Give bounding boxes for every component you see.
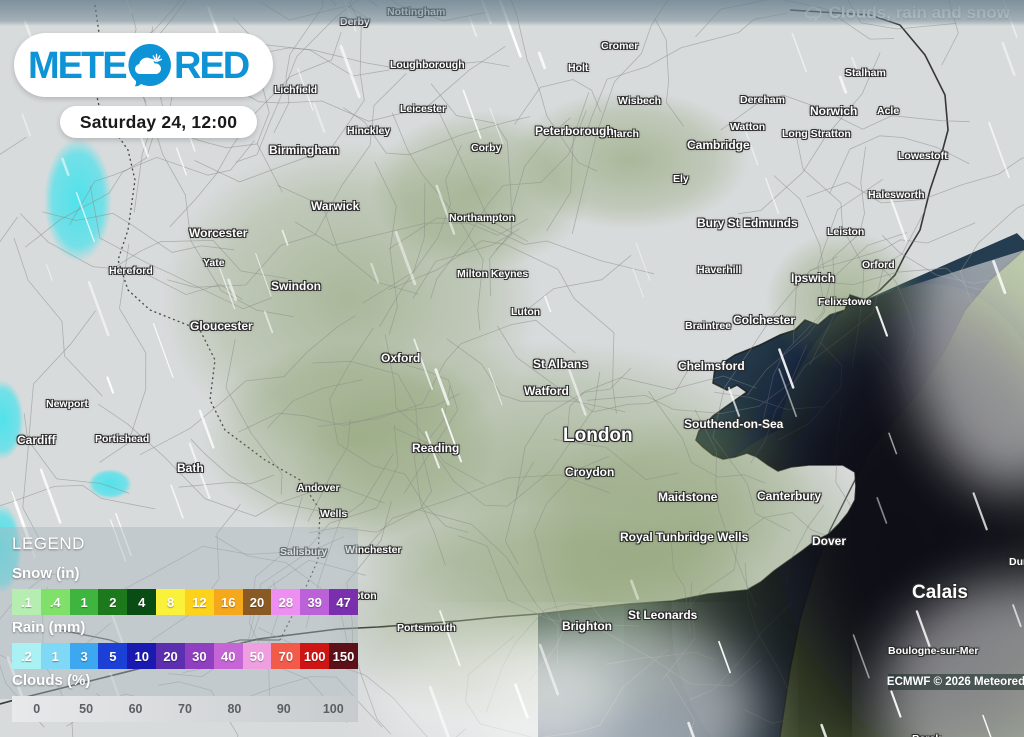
- svg-text:METE: METE: [28, 45, 126, 87]
- svg-text:RED: RED: [174, 45, 249, 87]
